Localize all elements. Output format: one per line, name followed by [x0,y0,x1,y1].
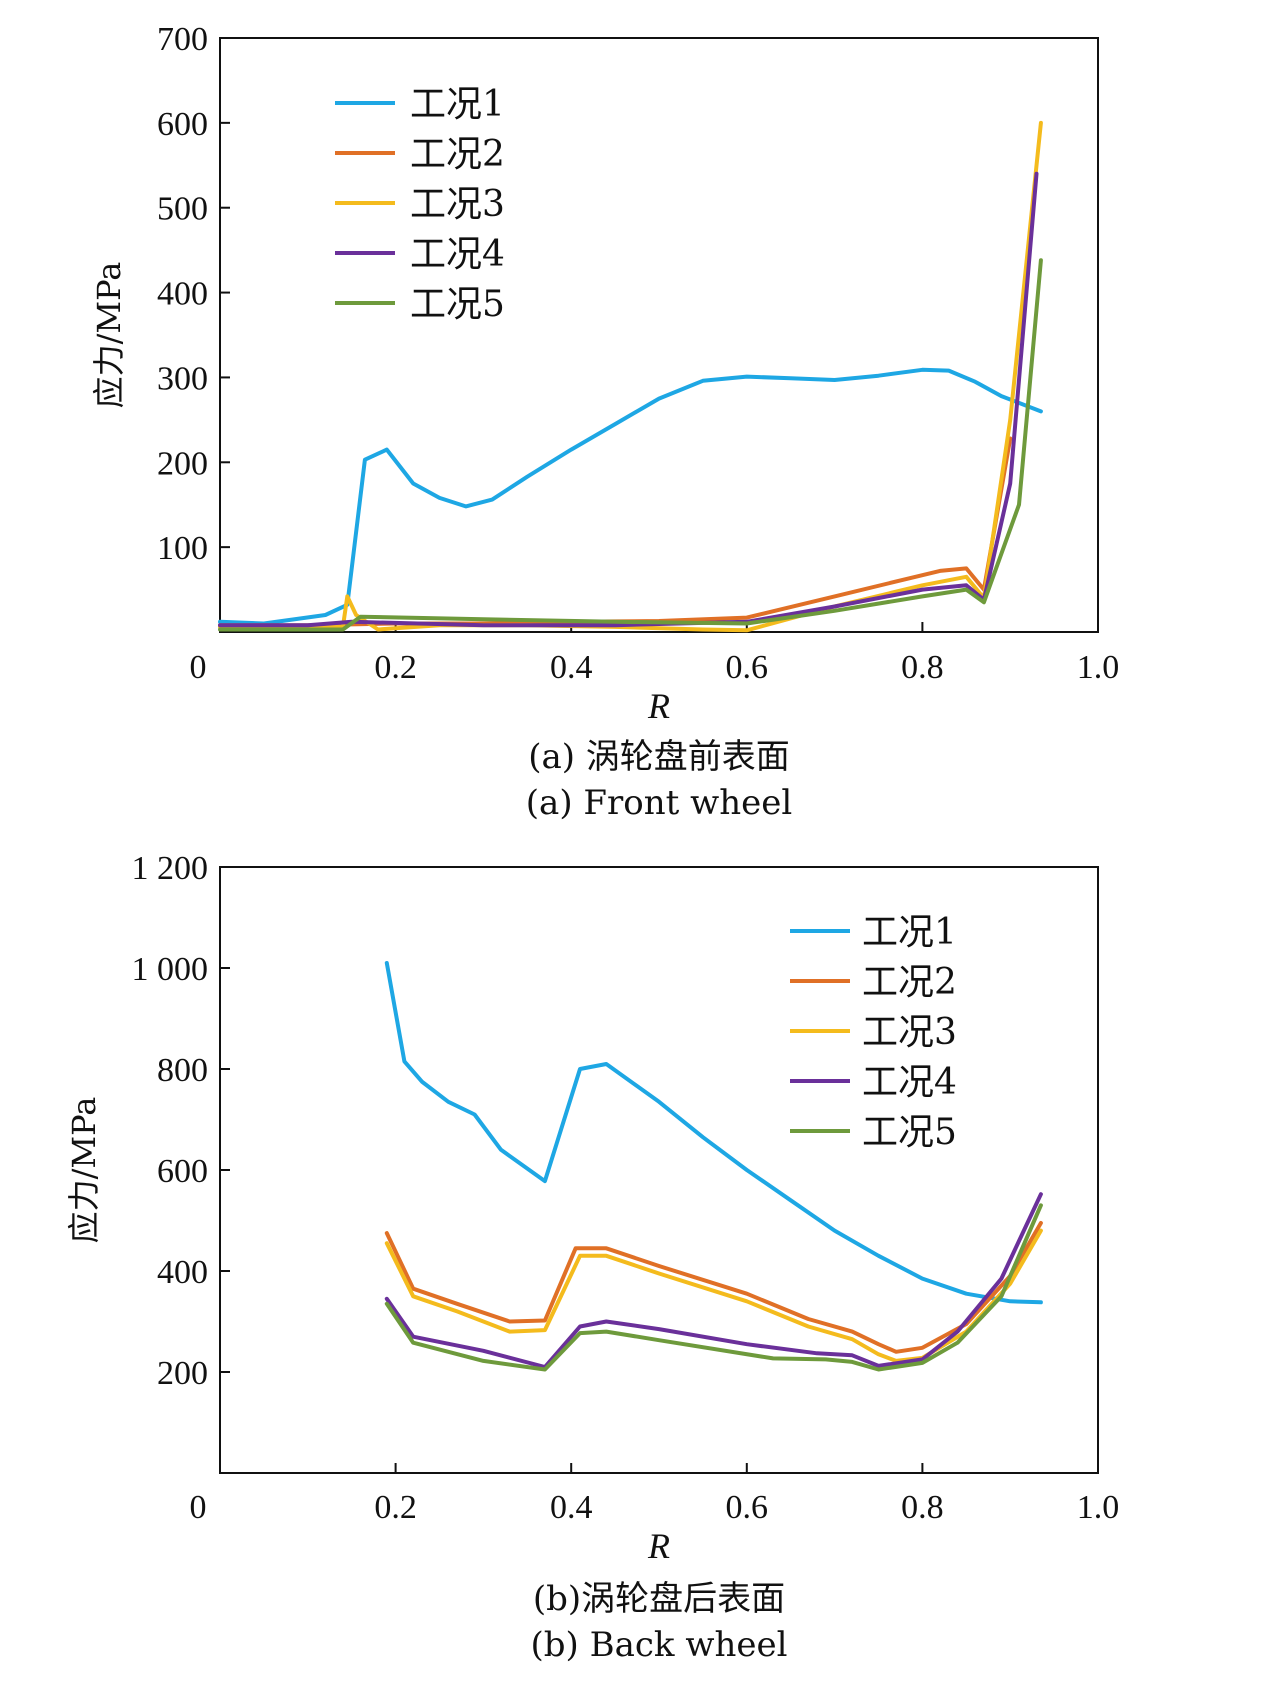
y-tick-label: 1 000 [132,951,209,988]
y-tick-label: 400 [157,276,208,313]
y-tick-label: 700 [157,21,208,58]
legend-label-3: 工况3 [410,184,505,225]
x-tick-label: 0.4 [550,649,593,686]
legend-label-1: 工况1 [410,84,505,125]
chart-b: 200 400 600 800 1 000 1 200 0 0.2 0.4 0.6 0.8 1.0 R 应… [65,850,1119,1665]
legend-label-1: 工况1 [862,912,957,953]
series-line-1 [218,367,1043,626]
plot-frame [219,37,1099,633]
x-tick-label: 0.6 [726,649,769,686]
x-tick-label: 0 [190,1489,207,1526]
x-tick-label: 0.2 [374,1489,417,1526]
legend-label-5: 工况5 [862,1112,957,1153]
y-tick-label: 600 [157,106,208,143]
series-line-2 [384,1221,1043,1354]
legend-label-4: 工况4 [862,1062,957,1103]
caption-cn: (b)涡轮盘后表面 [533,1579,785,1619]
y-tick-label: 300 [157,360,208,397]
caption-en: (b) Back wheel [531,1625,788,1665]
y-tick-label: 100 [157,530,208,567]
caption-en: (a) Front wheel [526,783,792,823]
y-tick-label: 200 [157,1355,208,1392]
x-axis-label: R [647,1526,670,1566]
caption-cn: (a) 涡轮盘前表面 [528,737,790,777]
y-tick-label: 600 [157,1153,208,1190]
y-tick-label: 1 200 [132,850,209,887]
x-tick-label: 1.0 [1077,1489,1120,1526]
x-tick-label: 0.8 [901,1489,944,1526]
legend-label-5: 工况5 [410,284,505,325]
y-tick-label: 200 [157,445,208,482]
y-tick-label: 400 [157,1254,208,1291]
series-line-4 [384,1192,1043,1369]
x-tick-label: 0.8 [901,649,944,686]
chart-a: 100 200 300 400 500 600 700 0 0.2 0.4 0.6 0.8 1.0 R 应力… [90,21,1119,823]
y-tick-label: 800 [157,1052,208,1089]
legend-label-3: 工况3 [862,1012,957,1053]
y-axis-label: 应力/MPa [90,262,128,409]
x-tick-label: 0.2 [374,649,417,686]
series-line-3 [218,120,1043,633]
x-tick-label: 0 [190,649,207,686]
series-line-4 [218,171,1039,628]
x-tick-label: 0.4 [550,1489,593,1526]
series-line-5 [218,258,1043,632]
series-line-1 [384,961,1043,1305]
x-axis-label: R [647,686,670,726]
legend-label-2: 工况2 [862,962,957,1003]
legend-label-2: 工况2 [410,134,505,175]
x-tick-label: 1.0 [1077,649,1120,686]
legend-label-4: 工况4 [410,234,505,275]
y-axis-label: 应力/MPa [65,1097,103,1244]
plot-frame [219,866,1099,1474]
series-line-5 [384,1203,1043,1372]
x-tick-label: 0.6 [726,1489,769,1526]
y-tick-label: 500 [157,191,208,228]
